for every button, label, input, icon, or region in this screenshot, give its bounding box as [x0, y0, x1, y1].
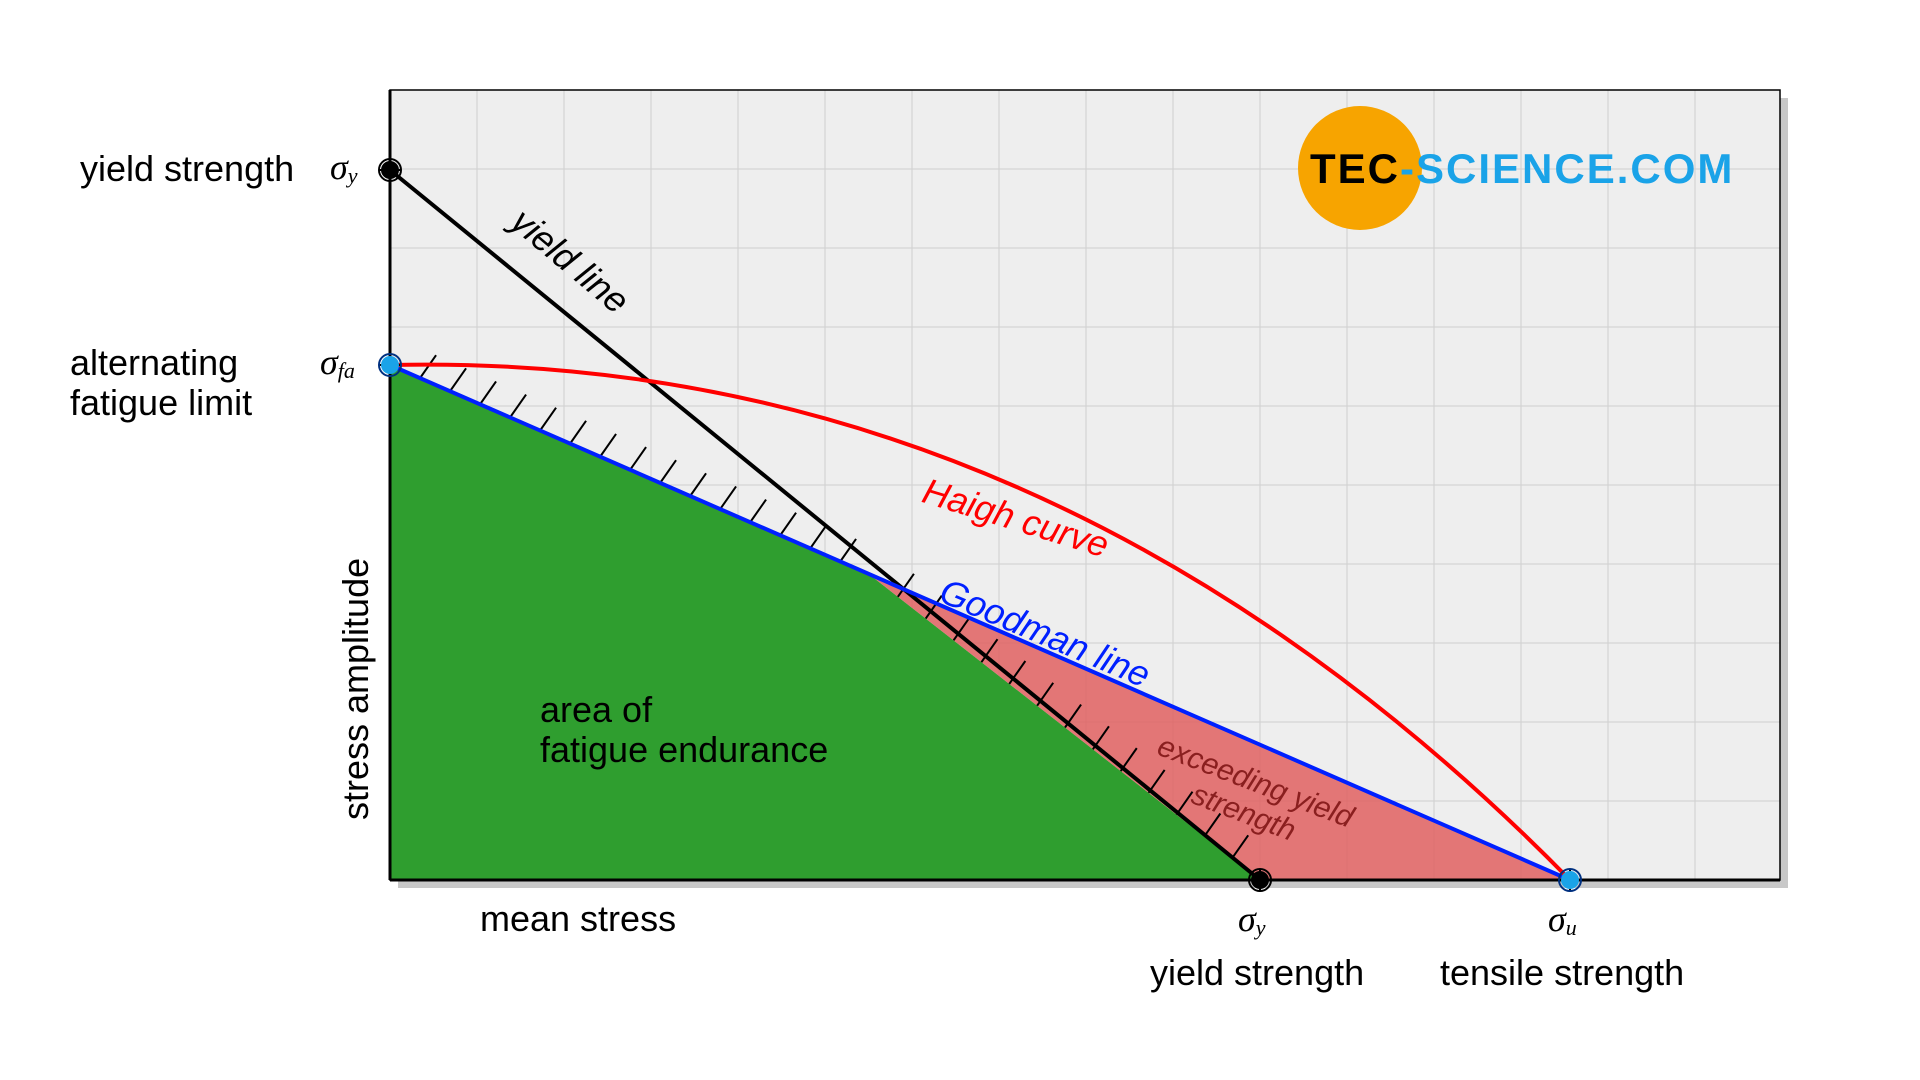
- label-yield-strength-x: yield strength: [1150, 952, 1364, 994]
- symbol-sigma-y-x: σy: [1238, 898, 1266, 941]
- label-tensile-strength: tensile strength: [1440, 952, 1684, 994]
- x-axis-label: mean stress: [480, 898, 676, 940]
- symbol-sigma-fa: σfa: [320, 341, 355, 384]
- diagram-stage: { "canvas": { "width": 1920, "height": 1…: [0, 0, 1920, 1080]
- label-area-fatigue-endurance: area offatigue endurance: [540, 690, 940, 769]
- tec-science-logo: TEC-SCIENCE.COM: [1310, 145, 1734, 193]
- symbol-sigma-u: σu: [1548, 898, 1577, 941]
- logo-text-science: SCIENCE: [1416, 145, 1617, 192]
- y-axis-label: stress amplitude: [335, 558, 377, 820]
- logo-text-tec: TEC: [1310, 145, 1400, 192]
- symbol-sigma-y-y: σy: [330, 146, 358, 189]
- label-yield-strength-y: yield strength: [80, 148, 294, 190]
- label-alternating-fatigue-limit: alternatingfatigue limit: [70, 343, 330, 422]
- logo-text-com: .COM: [1617, 145, 1735, 192]
